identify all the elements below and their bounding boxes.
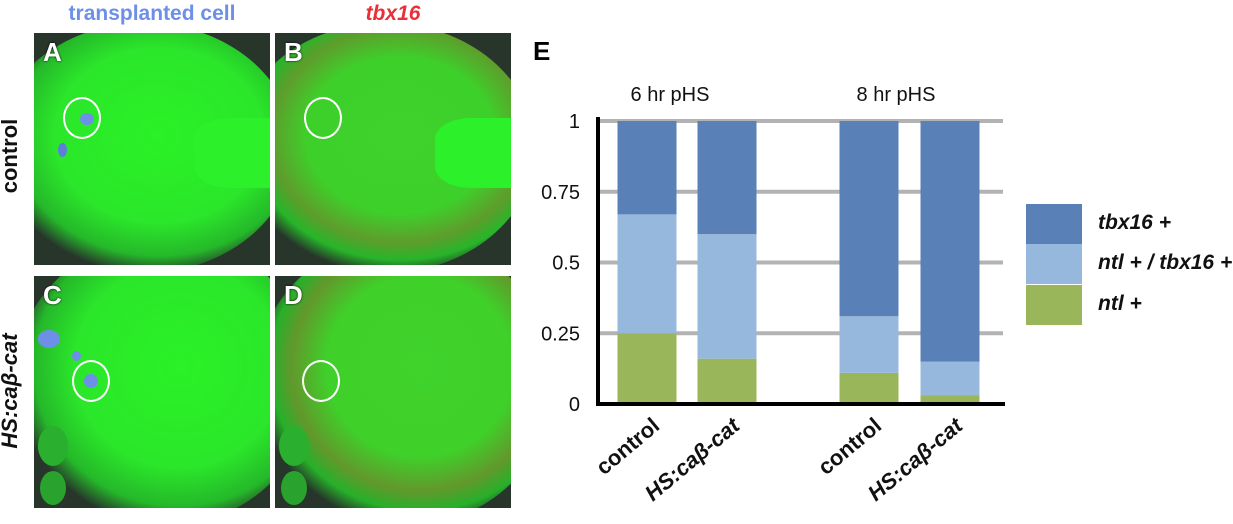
panel-b-image: B [275,33,511,265]
bar-segment [697,234,757,359]
bar-segment [617,333,677,404]
x-category-label: control [591,413,664,480]
cell-circle-marker [72,360,110,402]
panel-letter-a: A [43,37,62,67]
panel-a-image: A [34,33,270,265]
y-tick-label: 0.25 [541,323,580,345]
legend-label: ntl + / tbx16 + [1098,251,1233,274]
cell-circle-marker [63,97,101,139]
y-tick-label: 1 [569,111,580,133]
legend-label: tbx16 + [1098,211,1171,234]
y-tick-label: 0.5 [552,253,580,275]
bar-segment [839,121,899,317]
bar-segment [920,121,980,362]
legend-swatch [1026,244,1082,284]
panel-c-image: C [34,276,270,508]
legend-swatch [1026,285,1082,325]
bar-segment [920,361,980,396]
column-header-transplanted-cell: transplanted cell [68,2,236,25]
panel-d-image: D [275,276,511,508]
column-header-tbx16: tbx16 [365,2,421,25]
bar-segment [697,358,757,404]
bar-segment [697,121,757,235]
legend-swatch [1026,204,1082,244]
group-label: 6 hr pHS [631,84,710,106]
x-category-label: control [813,413,886,480]
cell-circle-marker [304,97,342,139]
bar-segment [839,372,899,404]
cell-circle-marker [302,360,340,402]
panel-letter-e: E [533,36,551,66]
bar-segment [920,395,980,404]
bar-segment [839,316,899,373]
panel-letter-b: B [284,37,303,67]
group-label: 8 hr pHS [857,84,936,106]
legend-label: ntl + [1098,292,1142,315]
bar-segment [617,214,677,334]
panel-letter-d: D [284,280,303,310]
y-tick-label: 0 [569,394,580,416]
bar-segment [617,121,677,215]
y-tick-label: 0.75 [541,182,580,204]
panel-letter-c: C [43,280,62,310]
